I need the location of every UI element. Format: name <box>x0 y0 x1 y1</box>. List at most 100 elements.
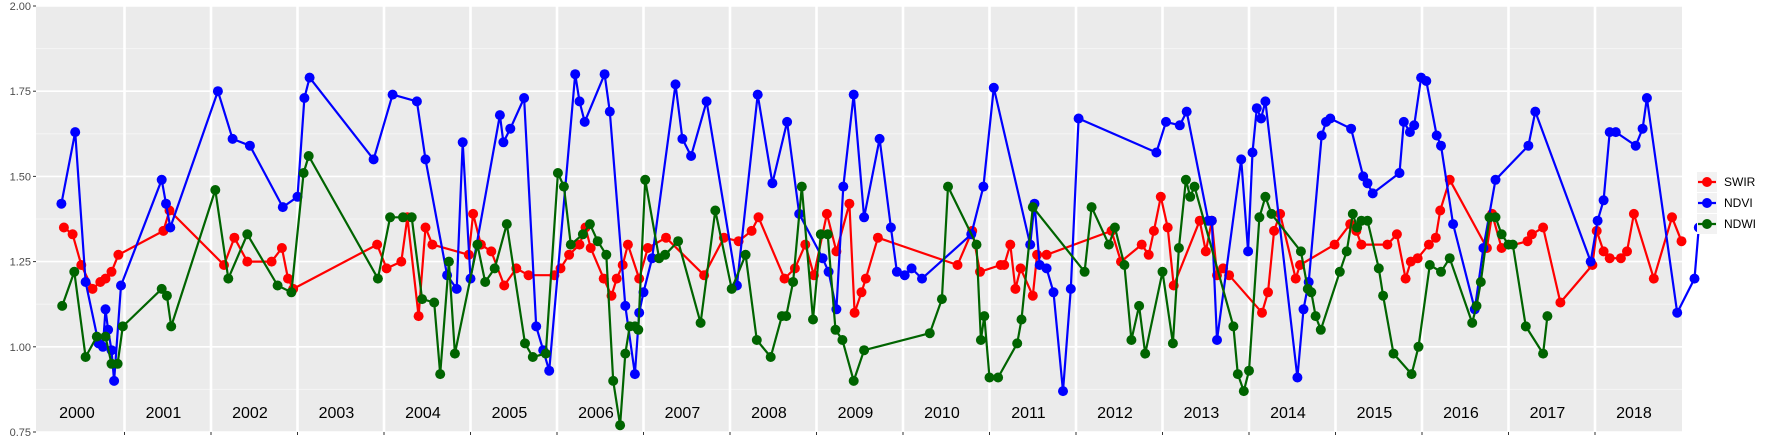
data-point <box>695 317 706 328</box>
data-point <box>1406 369 1417 380</box>
data-point <box>1315 324 1326 335</box>
data-point <box>166 321 177 332</box>
data-point <box>726 283 737 294</box>
data-point <box>817 253 828 264</box>
data-point <box>943 181 953 192</box>
legend-label: NDWI <box>1724 217 1756 231</box>
data-point <box>80 277 91 287</box>
data-point <box>277 202 288 213</box>
data-point <box>1073 113 1084 124</box>
data-point <box>1388 348 1399 359</box>
series-layer <box>56 69 1704 431</box>
data-point <box>808 314 818 325</box>
legend-key-point <box>1702 219 1712 229</box>
data-point <box>57 300 68 311</box>
series-ndvi <box>56 69 1704 397</box>
data-point <box>1585 256 1596 267</box>
data-point <box>1041 263 1052 274</box>
data-point <box>1431 130 1442 141</box>
data-point <box>1444 253 1455 264</box>
data-point <box>1263 287 1273 298</box>
data-point <box>1032 249 1043 260</box>
data-point <box>1362 178 1373 189</box>
data-point <box>227 133 238 144</box>
data-point <box>844 198 855 209</box>
data-point <box>472 239 483 250</box>
data-point <box>1362 215 1373 226</box>
data-point <box>620 348 631 359</box>
data-point <box>398 212 408 223</box>
data-point <box>686 151 697 161</box>
year-label: 2014 <box>1270 405 1306 422</box>
data-point <box>1592 215 1603 226</box>
data-point <box>1275 208 1286 219</box>
data-point <box>1041 249 1052 260</box>
data-point <box>1157 266 1168 277</box>
data-point <box>1232 369 1243 380</box>
data-point <box>100 304 111 315</box>
data-point <box>574 239 585 250</box>
data-point <box>499 280 510 291</box>
data-point <box>564 249 575 260</box>
data-point <box>1378 290 1389 301</box>
data-point <box>117 321 128 332</box>
data-point <box>298 168 309 178</box>
year-label: 2000 <box>59 405 95 422</box>
data-point <box>1490 174 1501 185</box>
data-point <box>1048 287 1059 298</box>
data-point <box>848 89 859 100</box>
data-point <box>520 338 530 349</box>
year-label: 2011 <box>1011 405 1046 422</box>
y-tick-label: 1.75 <box>10 86 31 98</box>
data-point <box>710 205 721 216</box>
data-point <box>1490 212 1501 223</box>
data-point <box>1391 229 1402 240</box>
data-point <box>1413 341 1424 352</box>
data-point <box>1119 260 1130 270</box>
data-point <box>924 328 935 339</box>
data-point <box>1244 365 1254 376</box>
data-point <box>838 181 849 192</box>
data-point <box>1015 263 1026 274</box>
legend-key-point <box>1702 177 1712 187</box>
data-point <box>604 106 615 117</box>
data-point <box>1530 106 1541 117</box>
data-point <box>443 256 454 267</box>
data-point <box>451 283 462 294</box>
data-point <box>242 229 253 240</box>
data-point <box>1400 273 1411 284</box>
year-label: 2003 <box>319 405 355 422</box>
data-point <box>212 86 223 97</box>
data-point <box>1260 96 1271 107</box>
data-point <box>1143 249 1154 260</box>
data-point <box>601 249 612 260</box>
year-label: 2001 <box>146 405 182 422</box>
data-point <box>642 243 653 253</box>
y-tick-label: 1.50 <box>10 171 31 183</box>
data-point <box>1409 120 1420 131</box>
data-point <box>978 181 989 192</box>
data-point <box>661 232 671 243</box>
data-point <box>1610 127 1621 138</box>
data-point <box>70 127 81 138</box>
data-point <box>1347 208 1358 219</box>
data-point <box>1247 147 1258 158</box>
data-point <box>1555 297 1566 308</box>
data-point <box>1295 246 1306 257</box>
data-point <box>519 93 530 103</box>
data-point <box>1436 266 1446 277</box>
data-point <box>1238 386 1249 397</box>
data-point <box>411 96 422 107</box>
data-point <box>106 266 117 277</box>
data-point <box>936 294 947 305</box>
data-point <box>381 263 392 274</box>
data-point <box>677 133 688 144</box>
data-point <box>527 352 538 362</box>
data-point <box>1598 246 1609 257</box>
data-point <box>1430 232 1441 243</box>
data-point <box>1542 311 1553 322</box>
data-point <box>821 208 832 219</box>
data-point <box>779 273 790 284</box>
data-point <box>1228 321 1239 332</box>
data-point <box>753 212 764 223</box>
